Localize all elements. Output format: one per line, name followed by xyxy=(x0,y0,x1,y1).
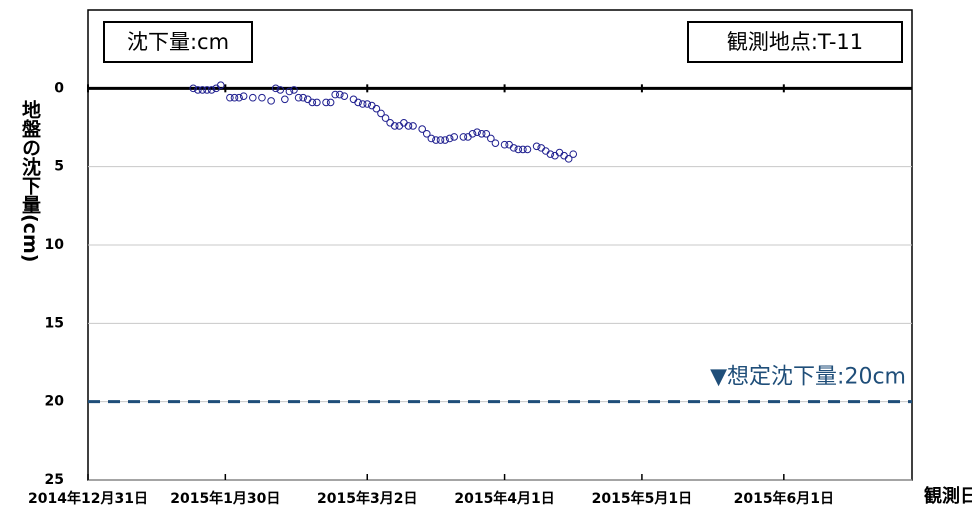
data-point xyxy=(442,137,449,144)
data-point xyxy=(250,94,257,101)
data-point xyxy=(396,123,403,130)
data-point xyxy=(469,130,476,137)
y-axis-label: 地盤の沈下量(cm) xyxy=(19,99,41,263)
data-point xyxy=(428,135,435,142)
data-point xyxy=(506,141,513,148)
y-tick-label: 0 xyxy=(54,80,64,96)
data-point xyxy=(282,96,289,103)
y-tick-label: 10 xyxy=(45,237,65,253)
station-text: 観測地点:T-11 xyxy=(727,30,863,54)
data-point xyxy=(240,93,247,100)
data-point xyxy=(236,94,243,101)
data-point xyxy=(355,99,362,106)
reference-label: ▼想定沈下量:20cm xyxy=(710,365,906,390)
data-point xyxy=(474,129,481,136)
data-point xyxy=(364,101,371,108)
x-tick-label: 2015年1月30日 xyxy=(170,490,280,507)
data-point xyxy=(259,94,266,101)
data-point xyxy=(327,99,334,106)
chart: 沈下量:cm 観測地点:T-11 地盤の沈下量(cm) 観測日 0 5 10 15 20… xyxy=(0,0,972,513)
x-tick-label: 2015年6月1日 xyxy=(734,490,834,507)
data-point xyxy=(510,145,517,152)
data-point xyxy=(410,123,417,130)
data-point xyxy=(561,152,568,159)
y-tick-label: 20 xyxy=(45,394,65,410)
x-tick-label: 2015年4月1日 xyxy=(454,490,554,507)
y-tick-label: 5 xyxy=(54,159,64,175)
data-point xyxy=(538,145,545,152)
data-point xyxy=(570,151,577,158)
y-tick-label: 15 xyxy=(45,315,64,331)
page: {"chart_data": { "type": "scatter", "uni… xyxy=(0,0,972,513)
data-point xyxy=(547,151,554,158)
data-point xyxy=(492,140,499,147)
data-point xyxy=(556,149,563,156)
data-point xyxy=(533,143,540,150)
data-point xyxy=(314,99,321,106)
data-point xyxy=(350,96,357,103)
data-point xyxy=(451,134,458,141)
data-point xyxy=(542,148,549,155)
data-point xyxy=(304,96,311,103)
data-point xyxy=(336,91,343,98)
unit-text: 沈下量:cm xyxy=(127,30,229,54)
data-point xyxy=(446,135,453,142)
data-point xyxy=(524,146,531,153)
data-point xyxy=(268,98,275,105)
y-tick-label: 25 xyxy=(45,472,64,488)
data-point xyxy=(369,102,376,109)
x-axis-label: 観測日 xyxy=(924,485,972,507)
data-point xyxy=(300,94,307,101)
data-point xyxy=(341,93,348,100)
x-tick-label: 2015年3月2日 xyxy=(317,490,417,507)
data-point xyxy=(465,134,472,141)
data-point xyxy=(387,120,394,127)
data-point xyxy=(552,152,559,159)
x-tick-label: 2014年12月31日 xyxy=(28,490,148,507)
x-tick-label: 2015年5月1日 xyxy=(592,490,692,507)
data-point xyxy=(401,120,408,127)
